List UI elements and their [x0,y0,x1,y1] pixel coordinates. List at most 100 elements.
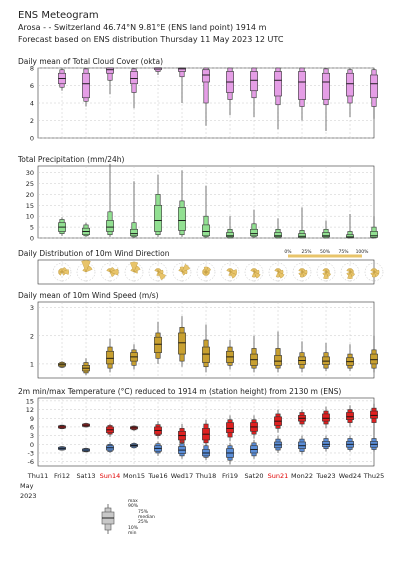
wind-dir-panel-rose-ring [52,262,72,282]
precip-panel-ytick: 5 [30,224,34,232]
legend-median: median [138,514,155,520]
wind-dir-panel-rose-sector [154,268,159,273]
precip-panel-box-inner [226,232,234,238]
wind-dir-panel-rose-sector [323,271,329,279]
day-label: Mon22 [291,472,313,480]
wind-dir-panel-legend-label: 0% [284,249,292,255]
meteogram-title: ENS Meteogram [18,10,99,21]
month-label: May [20,482,34,490]
wind-speed-panel-ytick: 1 [30,360,34,368]
wind-dir-panel-rose-ring [148,262,168,282]
precip-panel-ytick: 25 [26,180,34,188]
wind-speed-panel-title: Daily mean of 10m Wind Speed (m/s) [18,291,159,300]
wind-dir-panel-rose-sector [202,268,207,273]
day-label: Thu18 [195,472,216,480]
wind-dir-panel-rose-sector [85,265,93,273]
day-label: Fri12 [54,472,70,480]
wind-dir-panel-rose-sector [250,268,255,273]
legend-p90: 90% [128,503,139,509]
wind-speed-panel-ytick: 3 [30,304,34,312]
wind-dir-panel-rose-ring [220,262,240,282]
wind-dir-panel-rose-sector [109,268,119,276]
meteogram-forecast: Forecast based on ENS distribution Thurs… [18,35,284,44]
cloud-panel-box-inner [130,71,138,85]
wind-dir-panel-rose-sector [347,271,353,279]
wind-dir-panel-rose-sector [133,265,141,273]
temp-panel-ytick: 0 [30,441,34,449]
wind-dir-panel: Daily Distribution of 10m Wind Direction… [18,249,384,285]
cloud-panel-box-outer [203,67,209,104]
wind-dir-panel-rose-sector [299,271,305,278]
wind-dir-panel-rose-sector [61,269,69,275]
precip-panel-box-inner [370,231,378,238]
cloud-panel-title: Daily mean of Total Cloud Cover (okta) [18,57,163,66]
meteogram-location: Arosa - - Switzerland 46.74°N 9.81°E (EN… [18,23,267,32]
day-label: Sun14 [100,472,121,480]
wind-dir-panel-rose-sector [228,271,232,276]
wind-dir-panel-rose-sector [178,268,183,273]
wind-dir-panel-rose-sector [229,271,237,279]
precip-panel-ytick: 10 [26,213,34,221]
wind-dir-panel-rose-sector [157,271,166,280]
wind-dir-panel-rose-sector [130,268,135,273]
wind-speed-panel-box-inner [202,346,210,363]
wind-dir-panel-rose-ring [172,262,192,282]
wind-dir-panel-title: Daily Distribution of 10m Wind Direction [18,249,170,258]
wind-dir-panel-rose-ring [364,262,384,282]
cloud-panel-box-inner [178,67,186,72]
wind-dir-panel-rose-sector [58,268,63,273]
wind-dir-panel-rose-sector [181,269,188,275]
wind-dir-panel-rose-sector [181,271,186,276]
wind-dir-panel-legend-label: 100% [356,249,370,255]
temp-panel-ytick: 12 [26,406,34,414]
wind-dir-panel-rose-ring [316,262,336,282]
day-label: Tue23 [315,472,335,480]
wind-dir-panel-legend-label: 25% [301,249,312,255]
legend-p10: 10% [128,525,139,531]
wind-dir-panel-rose-sector [253,271,261,279]
precip-panel-box-inner [274,232,282,238]
wind-dir-panel-rose-sector [82,268,87,273]
wind-dir-panel-rose-ring [292,262,312,282]
cloud-panel-ytick: 0 [30,135,34,143]
cloud-panel-box-inner [82,72,90,99]
temp-panel-box-inner [226,422,234,434]
cloud-panel-box-inner [298,71,306,100]
day-label: Mon15 [123,472,145,480]
wind-dir-panel-legend-label: 50% [320,249,331,255]
legend-p75: 75% [138,509,149,515]
year-label: 2023 [20,492,37,500]
wind-dir-panel-rose-sector [133,270,138,274]
temp-panel-ytick: -6 [28,458,34,466]
precip-panel-box-inner [250,228,258,237]
precip-panel-box-inner [154,204,162,232]
day-label: Fri19 [222,472,238,480]
day-label: Wed17 [171,472,193,480]
precip-panel-ytick: 15 [26,202,34,210]
wind-dir-panel-rose-sector [226,268,231,273]
cloud-panel-ytick: 8 [30,65,34,73]
cloud-panel-box-inner [202,69,210,83]
temp-panel-box-inner [322,413,330,422]
wind-speed-panel-ytick: 2 [30,332,34,340]
temp-panel-ytick: 15 [26,397,34,405]
day-label: Thu11 [27,472,48,480]
day-label: Wed24 [339,472,361,480]
wind-dir-panel-rose-sector [109,271,115,277]
wind-dir-panel-rose-sector [346,271,351,276]
wind-dir-panel-rose-sector [277,271,285,279]
temp-panel-ytick: 6 [30,423,34,431]
wind-dir-panel-rose-sector [346,268,351,273]
day-label: Sat20 [245,472,264,480]
day-label: Sun21 [268,472,289,480]
wind-dir-panel-rose-sector [275,271,281,278]
day-label: Sat13 [77,472,96,480]
temp-panel-ytick: 9 [30,415,34,423]
temp-panel: 2m min/max Temperature (°C) reduced to 1… [18,387,378,467]
precip-panel-box-inner [202,224,210,237]
precip-panel-box-inner [322,232,330,238]
temp-panel-box-inner [370,410,378,419]
legend-min: min [128,530,137,536]
